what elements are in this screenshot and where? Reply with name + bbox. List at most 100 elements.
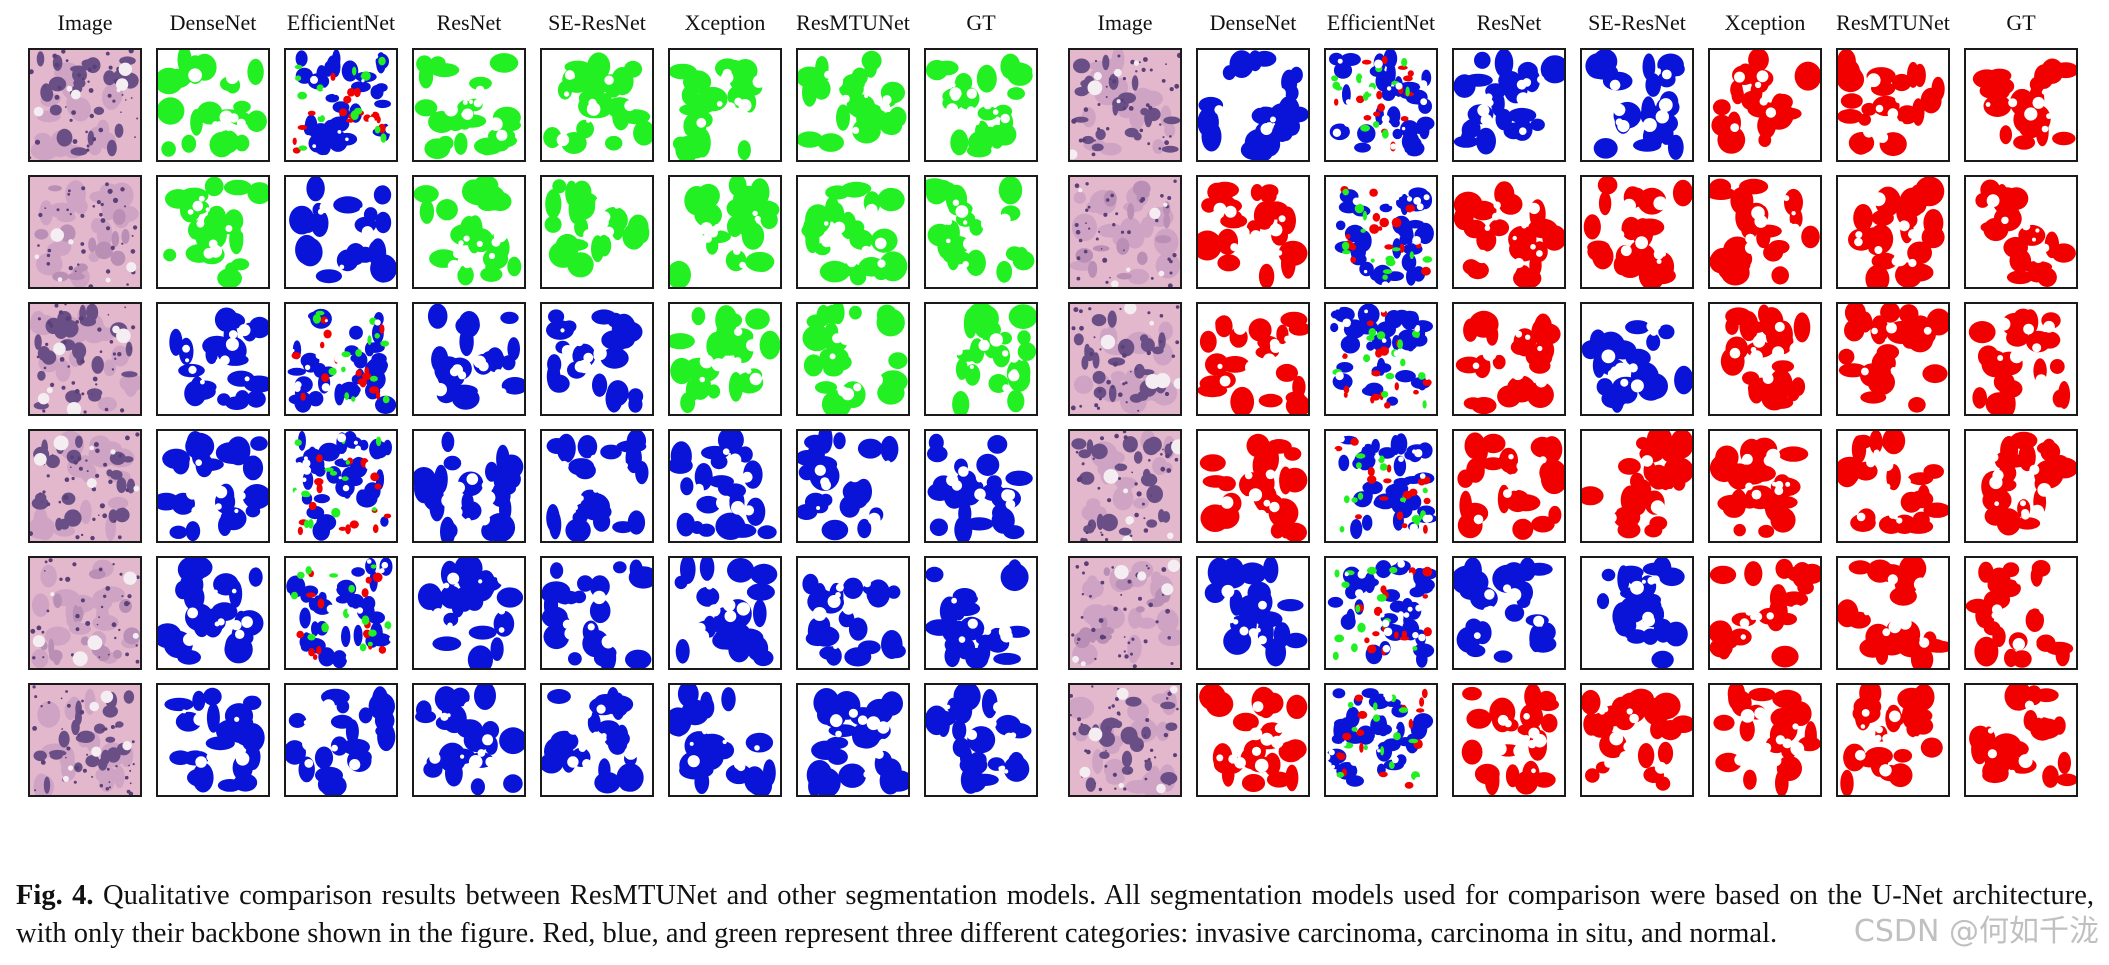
prediction-mask-right-r3-xception [1708,302,1822,416]
segmentation-mask [1713,685,1820,795]
column-header-efficientnet: EfficientNet [1326,10,1436,35]
histology-image-right-r5-image [1068,556,1182,670]
figure-caption: Fig. 4. Qualitative comparison results b… [16,877,2094,953]
prediction-mask-right-r1-densenet [1196,48,1310,162]
prediction-mask-right-r6-resmtunet [1836,683,1950,797]
prediction-mask-left-r4-resmtunet [796,429,910,543]
tissue-thumbnail [30,177,140,287]
prediction-mask-left-r5-efficientnet [284,556,398,670]
segmentation-mask [1710,178,1820,286]
prediction-mask-right-r5-se-resnet [1580,556,1694,670]
ground-truth-mask-right-r2-gt [1964,175,2078,289]
prediction-mask-left-r3-resnet [412,302,526,416]
segmentation-mask [1199,685,1308,792]
segmentation-mask [1838,558,1948,668]
segmentation-mask [1975,179,2076,287]
segmentation-mask [543,52,652,154]
prediction-mask-left-r6-resmtunet [796,683,910,797]
segmentation-mask [544,179,650,278]
prediction-mask-right-r6-xception [1708,683,1822,797]
prediction-mask-left-r5-resmtunet [796,556,910,670]
column-header-resmtunet: ResMTUNet [796,10,910,35]
segmentation-mask [1969,685,2076,788]
segmentation-mask [1966,560,2074,668]
prediction-mask-left-r1-xception [668,48,782,162]
segmentation-mask [546,309,644,413]
prediction-mask-left-r4-efficientnet [284,429,398,543]
segmentation-mask [1972,58,2076,150]
ground-truth-mask-right-r4-gt [1964,429,2078,543]
column-header-resmtunet: ResMTUNet [1836,10,1950,35]
column-header-xception: Xception [1724,10,1806,35]
segmentation-mask [287,304,396,414]
segmentation-mask [802,573,906,667]
prediction-mask-right-r5-resnet [1452,556,1566,670]
segmentation-mask [169,307,268,410]
segmentation-mask [542,559,652,668]
segmentation-mask [1582,688,1692,791]
watermark: CSDN @何如千泷 [1853,914,2099,949]
segmentation-mask [670,431,777,540]
prediction-mask-right-r6-se-resnet [1580,683,1694,797]
tissue-thumbnail [1070,304,1180,414]
prediction-mask-right-r4-se-resnet [1580,429,1694,543]
segmentation-mask [1198,50,1308,160]
histology-image-left-r5-image [28,556,142,670]
prediction-mask-right-r1-resmtunet [1836,48,1950,162]
segmentation-mask [1199,433,1308,541]
segmentation-mask [1326,304,1436,409]
segmentation-mask [287,50,394,160]
ground-truth-mask-right-r6-gt [1964,683,2078,797]
figure-label: Fig. 4. [16,879,94,911]
segmentation-mask [415,685,524,795]
prediction-mask-left-r1-efficientnet [284,48,398,162]
column-header-densenet: DenseNet [1209,10,1297,35]
prediction-mask-left-r1-densenet [156,48,270,162]
segmentation-mask [1582,431,1692,539]
prediction-mask-left-r2-xception [668,175,782,289]
segmentation-mask [1454,558,1557,663]
prediction-mask-right-r5-resmtunet [1836,556,1950,670]
segmentation-mask [158,50,267,158]
ground-truth-mask-left-r6-gt [924,683,1038,797]
comparison-figure: Image DenseNet EfficientNet ResNet SE-ResNet… [28,10,2078,797]
segmentation-mask [427,304,524,410]
column-header-se-resnet: SE-ResNet [548,10,646,35]
histology-image-right-r1-image [1068,48,1182,162]
segmentation-mask [670,177,780,287]
prediction-mask-left-r2-resmtunet [796,175,910,289]
histology-image-right-r6-image [1068,683,1182,797]
segmentation-mask [1720,304,1811,411]
tissue-thumbnail [1070,431,1180,541]
segmentation-mask [1461,685,1559,795]
ground-truth-mask-left-r5-gt [924,556,1038,670]
prediction-mask-right-r3-se-resnet [1580,302,1694,416]
segmentation-mask [926,177,1035,283]
prediction-mask-left-r3-se-resnet [540,302,654,416]
histology-image-right-r3-image [1068,302,1182,416]
segmentation-mask [674,558,778,667]
prediction-mask-right-r2-densenet [1196,175,1310,289]
prediction-mask-right-r4-densenet [1196,429,1310,543]
column-header-densenet: DenseNet [169,10,257,35]
segmentation-mask [1710,437,1809,538]
prediction-mask-left-r2-resnet [412,175,526,289]
prediction-mask-right-r2-efficientnet [1324,175,1438,289]
segmentation-mask [542,687,644,794]
segmentation-mask [414,431,524,541]
prediction-mask-right-r3-densenet [1196,302,1310,416]
prediction-mask-right-r6-efficientnet [1324,683,1438,797]
histology-image-left-r2-image [28,175,142,289]
prediction-mask-left-r1-se-resnet [540,48,654,162]
tissue-thumbnail [30,558,140,668]
prediction-mask-left-r4-se-resnet [540,429,654,543]
ground-truth-mask-right-r5-gt [1964,556,2078,670]
column-header-image: Image [57,10,113,35]
segmentation-mask [1711,50,1820,154]
segmentation-mask [1838,431,1948,534]
column-header-gt: GT [2006,10,2036,35]
segmentation-mask [286,558,396,668]
column-header-resnet: ResNet [436,10,502,35]
histology-image-left-r6-image [28,683,142,797]
segmentation-mask [1326,686,1434,789]
